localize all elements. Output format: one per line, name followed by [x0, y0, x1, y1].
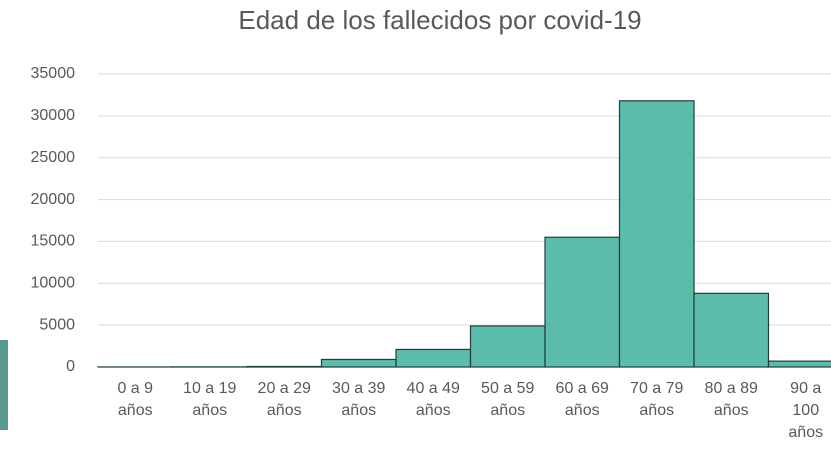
- x-tick-label: 90 a 100 años: [788, 380, 824, 441]
- y-tick-label: 20000: [31, 191, 76, 208]
- y-tick-label: 5000: [39, 316, 75, 333]
- bar: [395, 348, 472, 368]
- x-tick-label: 30 a 39 años: [332, 380, 386, 419]
- bar: [618, 100, 695, 368]
- bar: [246, 365, 323, 368]
- bar: [320, 358, 397, 368]
- x-tick-label: 0 a 9 años: [117, 380, 154, 419]
- y-tick-label: 30000: [31, 107, 76, 124]
- x-tick-label: 40 a 49 años: [406, 380, 460, 419]
- chart-title: Edad de los fallecidos por covid-19: [238, 5, 641, 35]
- x-tick-label: 70 a 79 años: [630, 380, 684, 419]
- bar: [469, 325, 546, 368]
- x-tick-label: 80 a 89 años: [704, 380, 758, 419]
- y-tick-label: 10000: [31, 275, 76, 292]
- x-tick-label: 10 a 19 años: [183, 380, 237, 419]
- y-tick-label: 0: [66, 358, 75, 375]
- decoration: [0, 340, 8, 430]
- x-tick-label: 20 a 29 años: [257, 380, 311, 419]
- x-tick-label: 60 a 69 años: [555, 380, 609, 419]
- bar: [693, 292, 770, 368]
- bar: [767, 360, 831, 368]
- y-tick-label: 25000: [31, 149, 76, 166]
- x-tick-label: 50 a 59 años: [481, 380, 535, 419]
- y-tick-label: 35000: [31, 65, 76, 82]
- bar: [544, 236, 621, 368]
- y-tick-label: 15000: [31, 233, 76, 250]
